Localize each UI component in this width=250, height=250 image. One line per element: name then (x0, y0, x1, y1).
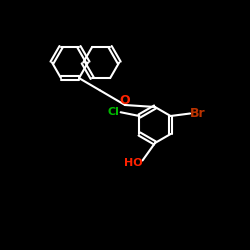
Text: Br: Br (190, 107, 206, 120)
Text: HO: HO (124, 158, 142, 168)
Text: Cl: Cl (108, 107, 120, 117)
Text: O: O (120, 94, 130, 107)
